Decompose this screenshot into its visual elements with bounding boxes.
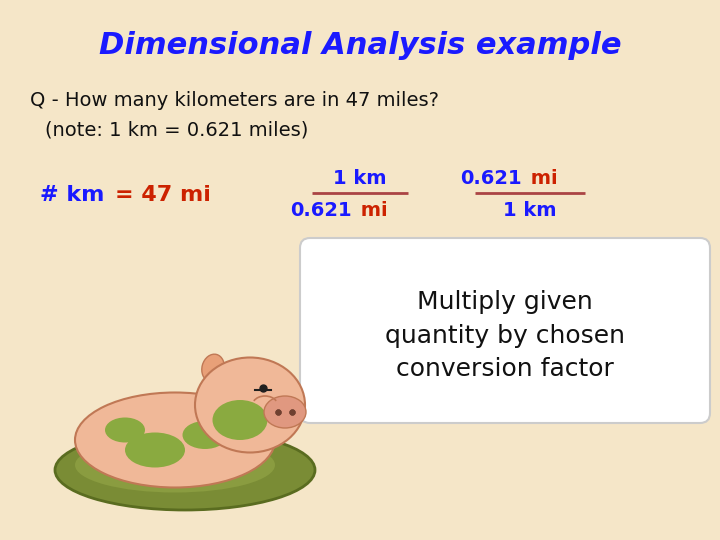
FancyBboxPatch shape: [300, 238, 710, 423]
Text: 0.621: 0.621: [290, 200, 352, 219]
Text: Multiply given
quantity by chosen
conversion factor: Multiply given quantity by chosen conver…: [385, 290, 625, 381]
Ellipse shape: [195, 357, 305, 453]
Text: Dimensional Analysis example: Dimensional Analysis example: [99, 30, 621, 59]
Text: = 47 mi: = 47 mi: [115, 185, 211, 205]
Text: 1 km: 1 km: [333, 168, 387, 187]
Ellipse shape: [182, 421, 228, 449]
Ellipse shape: [125, 433, 185, 468]
Text: (note: 1 km = 0.621 miles): (note: 1 km = 0.621 miles): [45, 120, 308, 139]
Ellipse shape: [202, 354, 224, 382]
Text: Q - How many kilometers are in 47 miles?: Q - How many kilometers are in 47 miles?: [30, 91, 439, 110]
Text: # km: # km: [40, 185, 104, 205]
Ellipse shape: [105, 417, 145, 442]
Ellipse shape: [212, 400, 268, 440]
Ellipse shape: [75, 393, 275, 488]
Polygon shape: [340, 395, 380, 413]
Text: 1 km: 1 km: [503, 200, 557, 219]
Ellipse shape: [75, 437, 275, 492]
Ellipse shape: [55, 430, 315, 510]
Text: 0.621: 0.621: [460, 168, 522, 187]
Text: mi: mi: [524, 168, 557, 187]
Ellipse shape: [264, 396, 306, 428]
Text: mi: mi: [354, 200, 387, 219]
